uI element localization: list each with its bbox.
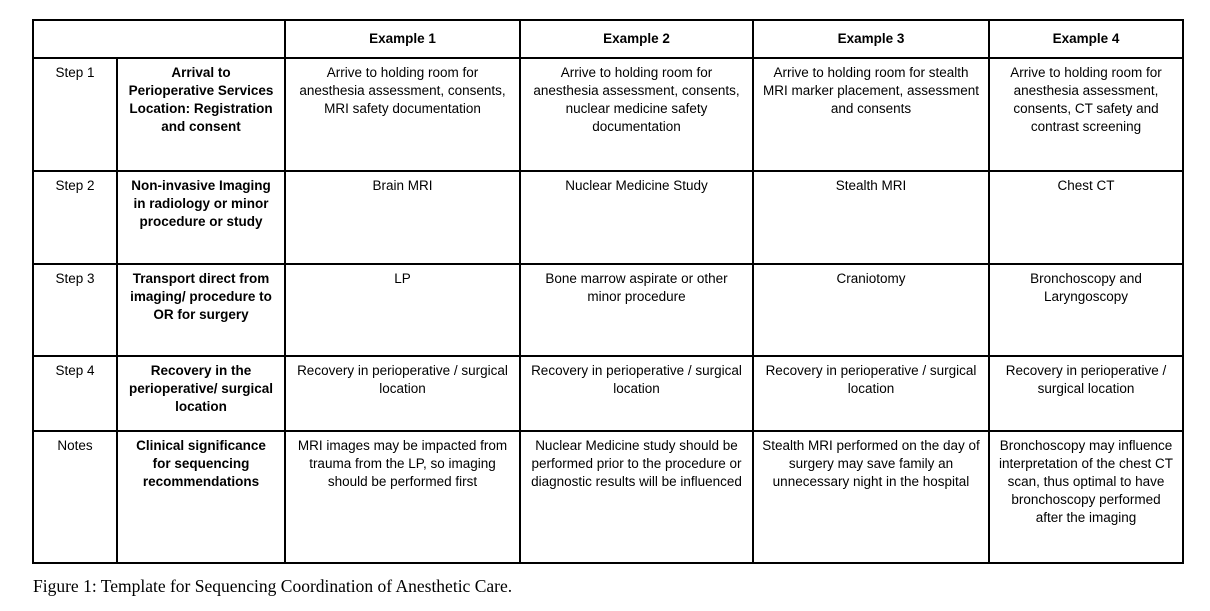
figure-caption: Figure 1: Template for Sequencing Coordi… [33,576,513,596]
table-cell: Recovery in perioperative / surgical loc… [284,355,521,432]
table-cell: LP [284,263,521,357]
header-example-3: Example 3 [752,19,990,59]
step-label: Step 2 [32,170,118,265]
table-cell: Arrive to holding room for anesthesia as… [988,57,1184,172]
header-blank-cell [32,19,286,59]
sequencing-table: Example 1 Example 2 Example 3 Example 4 … [32,19,1184,564]
table-cell: Arrive to holding room for anesthesia as… [284,57,521,172]
row-description: Arrival to Perioperative Services Locati… [116,57,286,172]
step-label: Step 1 [32,57,118,172]
table-cell: Bone marrow aspirate or other minor proc… [519,263,754,357]
row-description: Non-invasive Imaging in radiology or min… [116,170,286,265]
table-cell: Stealth MRI [752,170,990,265]
table-cell: Bronchoscopy may influence interpretatio… [988,430,1184,564]
table-cell: Craniotomy [752,263,990,357]
table-row-step-2: Step 2 Non-invasive Imaging in radiology… [32,170,1184,265]
table-cell: Brain MRI [284,170,521,265]
header-row: Example 1 Example 2 Example 3 Example 4 [32,19,1184,59]
table-cell: MRI images may be impacted from trauma f… [284,430,521,564]
header-example-4: Example 4 [988,19,1184,59]
table-cell: Recovery in perioperative / surgical loc… [988,355,1184,432]
row-description: Transport direct from imaging/ procedure… [116,263,286,357]
table-row-notes: Notes Clinical significance for sequenci… [32,430,1184,564]
row-description: Recovery in the perioperative/ surgical … [116,355,286,432]
table-cell: Recovery in perioperative / surgical loc… [752,355,990,432]
table-cell: Recovery in perioperative / surgical loc… [519,355,754,432]
table-cell: Nuclear Medicine study should be perform… [519,430,754,564]
table-row-step-3: Step 3 Transport direct from imaging/ pr… [32,263,1184,357]
table-cell: Stealth MRI performed on the day of surg… [752,430,990,564]
step-label: Notes [32,430,118,564]
table-cell: Nuclear Medicine Study [519,170,754,265]
step-label: Step 4 [32,355,118,432]
step-label: Step 3 [32,263,118,357]
table-cell: Arrive to holding room for stealth MRI m… [752,57,990,172]
row-description: Clinical significance for sequencing rec… [116,430,286,564]
table-row-step-1: Step 1 Arrival to Perioperative Services… [32,57,1184,172]
table-cell: Arrive to holding room for anesthesia as… [519,57,754,172]
table-cell: Chest CT [988,170,1184,265]
table-row-step-4: Step 4 Recovery in the perioperative/ su… [32,355,1184,432]
header-example-1: Example 1 [284,19,521,59]
header-example-2: Example 2 [519,19,754,59]
table-cell: Bronchoscopy and Laryngoscopy [988,263,1184,357]
